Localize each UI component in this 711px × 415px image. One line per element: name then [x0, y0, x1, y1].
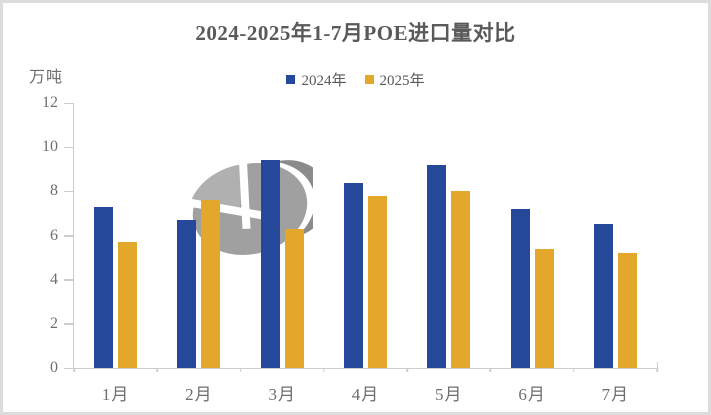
y-axis-tick — [64, 190, 73, 193]
y-axis-tick — [64, 235, 73, 237]
bar-group-3月: 3月 — [241, 103, 324, 404]
legend: 2024年 2025年 — [3, 69, 708, 90]
chart-title: 2024-2025年1-7月POE进口量对比 — [195, 21, 516, 45]
x-axis-label-7月: 7月 — [601, 385, 630, 404]
x-axis-label-2月: 2月 — [185, 385, 213, 404]
y-axis-tick — [64, 102, 73, 104]
y-axis-label: 0 — [50, 359, 58, 376]
bar-2025年-5月 — [451, 191, 471, 368]
x-axis-end-tick — [656, 362, 658, 368]
bar-group-4月: 4月 — [324, 103, 407, 404]
bar-2024年-2月 — [177, 220, 197, 368]
x-axis-tick — [406, 368, 408, 372]
legend-item-2024: 2024年 — [286, 69, 347, 90]
y-axis-label: 6 — [50, 226, 58, 244]
x-axis-tick — [156, 368, 159, 372]
bar-group-1月: 1月 — [74, 103, 157, 404]
bar-2025年-6月 — [534, 248, 554, 368]
bar-2024年-4月 — [343, 182, 363, 368]
y-axis-label: 4 — [50, 270, 58, 288]
x-axis-label-6月: 6月 — [518, 385, 546, 404]
bar-2025年-2月 — [201, 200, 221, 368]
x-axis-tick — [323, 368, 325, 372]
legend-label-2024: 2024年 — [301, 73, 347, 89]
bar-2025年-3月 — [284, 228, 304, 368]
bar-2024年-5月 — [427, 164, 447, 368]
plot-area: 0 2 4 6 8 10 12 1月 2月 3月 4月 5月 6月 7月 — [42, 94, 658, 404]
y-axis-tick — [64, 279, 73, 281]
bar-group-6月: 6月 — [490, 103, 573, 404]
legend-swatch-2024-icon — [286, 75, 296, 84]
legend-item-2025: 2025年 — [364, 69, 425, 90]
legend-swatch-2025-icon — [364, 75, 374, 84]
y-axis-unit-label: 万吨 — [29, 69, 64, 86]
x-axis-label-1月: 1月 — [101, 385, 130, 404]
bar-2024年-1月 — [94, 206, 114, 368]
x-axis-tick — [572, 368, 575, 372]
y-axis-tick — [64, 323, 73, 325]
x-axis-tick — [239, 368, 242, 372]
bar-group-2月: 2月 — [157, 103, 240, 404]
x-axis-tick — [489, 368, 492, 372]
y-axis-label: 8 — [50, 182, 58, 200]
bar-2024年-7月 — [593, 224, 613, 368]
y-axis-tick — [64, 367, 73, 369]
bar-2025年-4月 — [367, 195, 387, 368]
bar-2025年-1月 — [118, 242, 138, 368]
bar-2024年-3月 — [260, 160, 280, 368]
y-axis-label: 10 — [42, 138, 58, 156]
y-axis-tick — [64, 146, 73, 149]
bar-2025年-7月 — [617, 253, 637, 368]
y-axis-label: 12 — [42, 94, 58, 111]
bar-group-5月: 5月 — [407, 103, 490, 404]
x-axis-label-4月: 4月 — [351, 385, 380, 404]
legend-label-2025: 2025年 — [379, 73, 425, 89]
bar-group-7月: 7月 — [574, 103, 657, 404]
x-axis-tick — [656, 368, 658, 372]
x-axis-label-5月: 5月 — [435, 385, 463, 404]
x-axis-label-3月: 3月 — [268, 385, 296, 404]
y-axis-label: 2 — [50, 314, 58, 332]
x-axis-tick — [73, 368, 75, 372]
bar-2024年-6月 — [510, 209, 530, 368]
